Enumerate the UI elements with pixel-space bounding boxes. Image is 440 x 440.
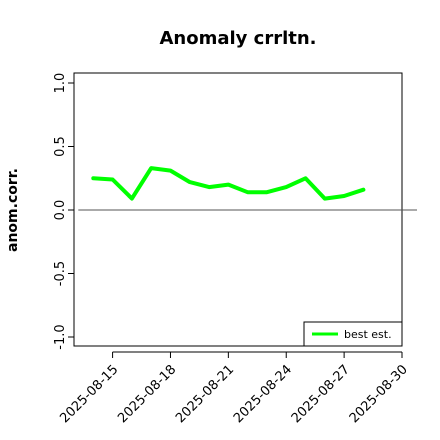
x-tick-label: 2025-08-18 <box>115 362 179 426</box>
y-tick-label: -0.5 <box>53 261 68 286</box>
x-tick-label: 2025-08-27 <box>289 362 353 426</box>
legend-label: best est. <box>344 328 392 341</box>
chart-title: Anomaly crrltn. <box>159 28 316 49</box>
x-tick-label: 2025-08-15 <box>57 362 121 426</box>
series-line-best-est <box>91 166 366 201</box>
y-axis-label: anom.corr. <box>5 168 21 252</box>
y-tick-label: 0.0 <box>53 200 68 221</box>
x-axis: 2025-08-152025-08-182025-08-212025-08-24… <box>57 351 411 426</box>
x-tick-label: 2025-08-24 <box>231 362 295 426</box>
x-tick-label: 2025-08-30 <box>347 362 411 426</box>
y-tick-label: 0.5 <box>53 136 68 157</box>
legend: best est. <box>303 321 403 347</box>
y-axis: -1.0 -0.5 0.0 0.5 1.0 <box>53 73 75 350</box>
x-tick-label: 2025-08-21 <box>173 362 237 426</box>
y-tick-label: -1.0 <box>53 324 68 349</box>
y-tick-label: 1.0 <box>53 73 68 94</box>
